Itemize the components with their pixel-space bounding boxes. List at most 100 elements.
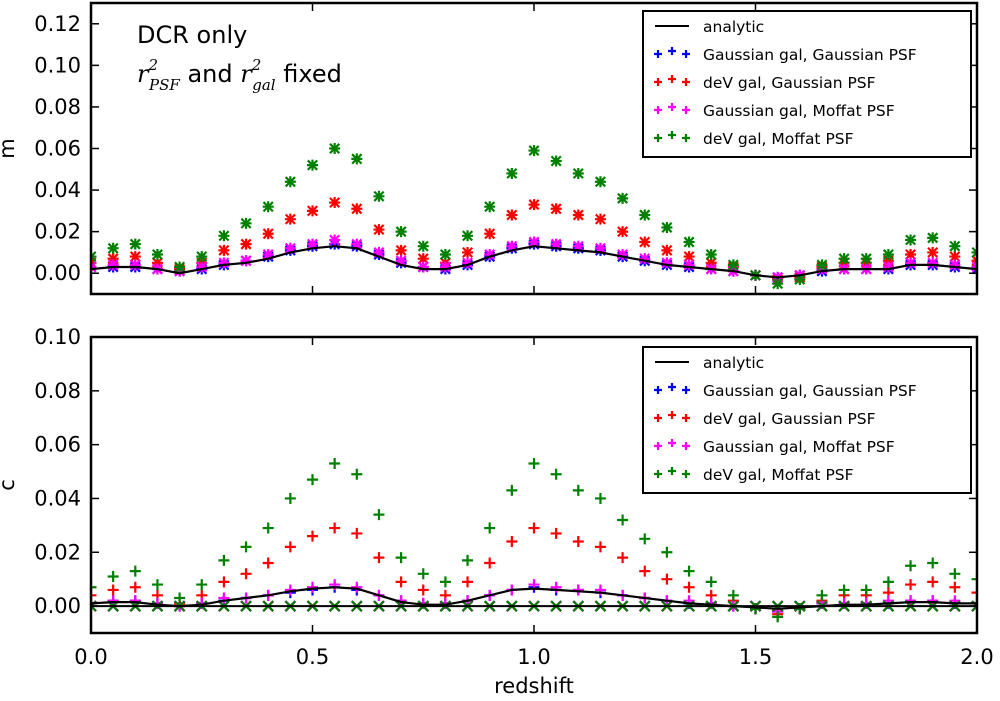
legend-label: analytic (703, 354, 764, 372)
legend-label: Gaussian gal, Moffat PSF (703, 102, 895, 120)
data-point-plus (927, 576, 939, 588)
data-point-plus (417, 568, 429, 580)
data-point-cross (329, 143, 341, 154)
legend-plus-swatch (668, 47, 676, 55)
data-point-plus (971, 255, 977, 267)
data-point-plus (91, 589, 97, 601)
data-point-cross (218, 244, 230, 256)
y-axis-label: m (0, 138, 19, 158)
data-point-plus (572, 484, 584, 496)
and-text: and (180, 60, 240, 88)
x-tick-label: 1.0 (517, 645, 550, 669)
data-point-plus (307, 581, 318, 593)
data-point-cross (949, 251, 961, 263)
data-point-plus (727, 589, 739, 601)
data-point-cross (860, 253, 872, 265)
data-point-plus (683, 581, 695, 593)
legend-item: deV gal, Gaussian PSF (654, 410, 876, 428)
legend-plus-swatch (668, 411, 676, 419)
sup-2: 2 (251, 56, 262, 74)
data-point-cross (307, 205, 318, 217)
series-dev-gal-moffat-psf (91, 457, 977, 623)
data-point-cross (905, 249, 917, 260)
data-point-plus (462, 576, 474, 588)
data-point-plus (351, 527, 363, 539)
r-symbol: r (240, 60, 253, 88)
legend-item: deV gal, Moffat PSF (654, 130, 854, 148)
legend-item: Gaussian gal, Moffat PSF (654, 102, 895, 120)
data-point-cross (838, 253, 850, 265)
data-point-plus (572, 584, 584, 596)
data-point-plus (661, 546, 673, 558)
legend-item: deV gal, Moffat PSF (654, 466, 854, 484)
data-point-cross (151, 249, 163, 260)
legend-plus-swatch (668, 383, 676, 391)
legend-plus-swatch (682, 414, 690, 422)
data-point-plus (196, 579, 208, 591)
legend-label: deV gal, Gaussian PSF (703, 74, 876, 92)
plot-area (91, 457, 977, 623)
data-point-plus (91, 581, 97, 593)
data-point-plus (129, 595, 141, 607)
y-tick-label: 0.10 (34, 325, 81, 349)
data-point-plus (351, 468, 363, 480)
data-point-cross (351, 153, 363, 165)
legend-plus-swatch (668, 131, 676, 139)
y-tick-label: 0.00 (34, 594, 81, 618)
data-point-cross (240, 238, 252, 250)
data-point-cross (528, 199, 540, 211)
data-point-cross (218, 230, 230, 242)
data-point-plus (572, 536, 584, 548)
data-point-cross (572, 167, 584, 179)
data-point-plus (550, 468, 562, 480)
data-point-cross (91, 251, 97, 263)
x-axis-label: redshift (494, 674, 574, 697)
legend-label: deV gal, Moffat PSF (703, 466, 854, 484)
data-point-plus (91, 261, 97, 273)
legend-plus-swatch (682, 106, 690, 114)
data-point-plus (594, 541, 606, 553)
series-dev-gal-moffat-psf (91, 143, 977, 290)
sup-2: 2 (147, 56, 158, 74)
data-point-plus (395, 576, 407, 588)
data-point-plus (971, 573, 977, 585)
data-point-cross (462, 246, 474, 258)
data-point-cross (617, 226, 629, 238)
data-point-plus (284, 492, 296, 504)
r-symbol: r (137, 60, 150, 88)
legend-item: Gaussian gal, Gaussian PSF (654, 382, 917, 400)
legend-plus-swatch (654, 386, 662, 394)
y-tick-label: 0.08 (34, 95, 81, 119)
legend-plus-swatch (654, 106, 662, 114)
legend-plus-swatch (654, 414, 662, 422)
data-point-cross (550, 155, 562, 167)
data-point-plus (129, 581, 141, 593)
data-point-plus (949, 568, 961, 580)
data-point-plus (772, 611, 784, 623)
data-point-plus (639, 565, 651, 577)
data-point-plus (329, 457, 341, 469)
data-point-cross (129, 251, 141, 263)
legend-item: deV gal, Gaussian PSF (654, 74, 876, 92)
data-point-cross (816, 259, 828, 271)
sub-psf: PSF (148, 76, 180, 94)
data-point-cross (506, 209, 518, 221)
y-tick-label: 0.08 (34, 379, 81, 403)
y-tick-label: 0.04 (34, 178, 81, 202)
data-point-cross (594, 176, 606, 188)
data-point-cross (971, 246, 977, 258)
data-point-cross (639, 209, 651, 221)
legend-item: analytic (655, 354, 764, 372)
data-point-cross (174, 261, 186, 273)
data-point-cross (395, 244, 407, 256)
data-point-cross (772, 278, 784, 290)
data-point-plus (107, 570, 119, 582)
legend: analytic Gaussian gal, Gaussian PSF deV ga… (642, 346, 972, 494)
data-point-plus (307, 530, 318, 542)
legend-plus-swatch (654, 78, 662, 86)
data-point-plus (151, 579, 163, 591)
sub-gal: gal (252, 76, 276, 94)
legend-plus-swatch (682, 386, 690, 394)
legend-box (642, 10, 972, 158)
legend-plus-swatch (682, 442, 690, 450)
